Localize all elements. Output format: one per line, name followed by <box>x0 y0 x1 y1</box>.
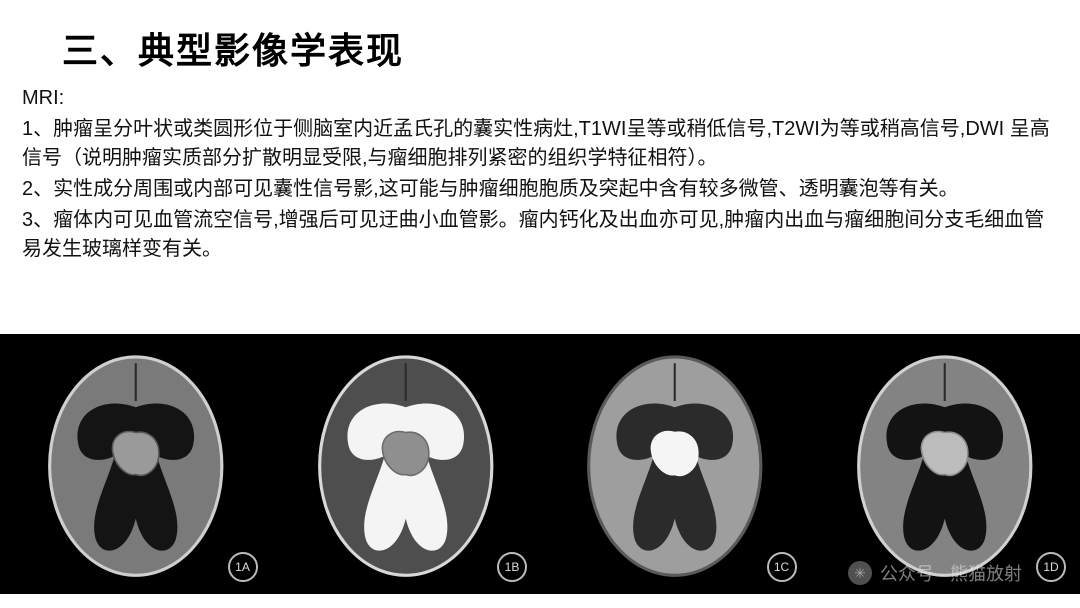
section-title: 三、典型影像学表现 <box>62 22 1080 74</box>
panel-badge: 1A <box>228 552 258 582</box>
slide: 三、典型影像学表现 MRI: 1、肿瘤呈分叶状或类圆形位于侧脑室内近孟氏孔的囊实… <box>0 0 1080 608</box>
paragraph-2: 2、实性成分周围或内部可见囊性信号影,这可能与肿瘤细胞胞质及突起中含有较多微管、… <box>22 175 1050 204</box>
mri-panel-4: 1D <box>813 338 1077 590</box>
panel-badge: 1B <box>497 552 527 582</box>
mri-panel-2: 1B <box>274 338 538 590</box>
panel-badge: 1C <box>767 552 797 582</box>
mri-label: MRI: <box>22 84 1050 113</box>
image-strip: 1A 1B 1C 1D <box>0 334 1080 594</box>
paragraph-3: 3、瘤体内可见血管流空信号,增强后可见迂曲小血管影。瘤内钙化及出血亦可见,肿瘤内… <box>22 206 1050 264</box>
mri-panel-3: 1C <box>543 338 807 590</box>
mri-panel-1: 1A <box>4 338 268 590</box>
body-text: MRI: 1、肿瘤呈分叶状或类圆形位于侧脑室内近孟氏孔的囊实性病灶,T1WI呈等… <box>22 84 1050 264</box>
panel-badge: 1D <box>1036 552 1066 582</box>
paragraph-1: 1、肿瘤呈分叶状或类圆形位于侧脑室内近孟氏孔的囊实性病灶,T1WI呈等或稍低信号… <box>22 115 1050 173</box>
